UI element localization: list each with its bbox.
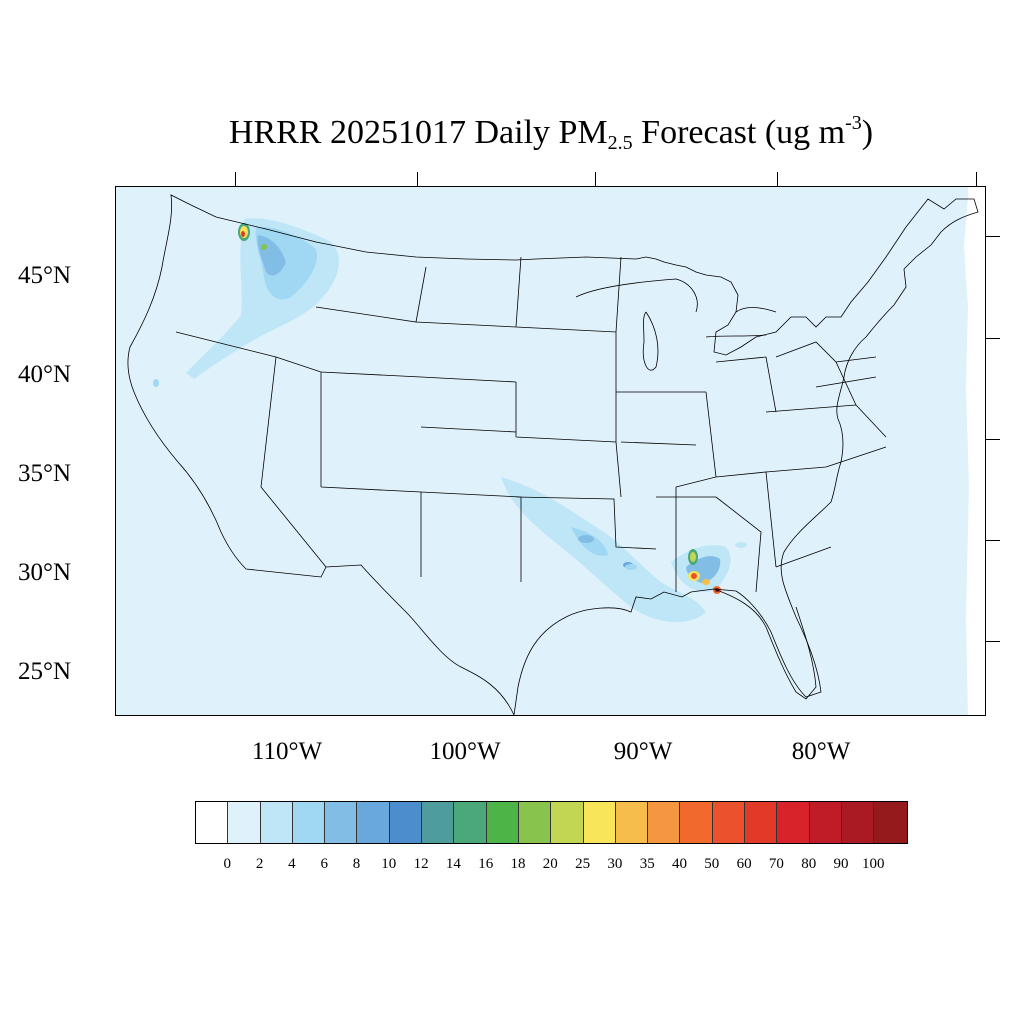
map-title: HRRR 20251017 Daily PM2.5 Forecast (ug m… (228, 112, 874, 154)
lat-label: 25°N (18, 658, 72, 685)
colorbar-box (777, 802, 810, 843)
colorbar-label: 10 (381, 856, 397, 872)
top-tick (976, 172, 977, 186)
colorbar-label: 14 (445, 856, 461, 872)
colorbar-box (841, 802, 875, 843)
right-tick (986, 540, 1000, 541)
colorbar-label: 16 (478, 856, 494, 872)
plume-minor (153, 379, 159, 387)
florida-coast (713, 588, 817, 700)
colorbar-box (809, 802, 842, 843)
colorbar-box (389, 802, 423, 843)
colorbar-label: 2 (255, 856, 264, 872)
colorbar-label: 8 (352, 856, 361, 872)
colorbar-box (648, 802, 681, 843)
colorbar-box (196, 802, 229, 843)
colorbar (195, 801, 908, 844)
colorbar-label: 6 (320, 856, 328, 872)
colorbar-label: 60 (736, 856, 752, 872)
colorbar-label: 12 (413, 856, 429, 872)
colorbar-box (712, 802, 746, 843)
right-tick (986, 439, 1000, 440)
lat-label: 40°N (18, 361, 72, 388)
plume-southeast (671, 542, 747, 594)
pm25-map (116, 187, 979, 715)
colorbar-box (745, 802, 778, 843)
plume-minor (625, 564, 637, 570)
lon-label: 110°W (251, 738, 323, 765)
colorbar-box (518, 802, 552, 843)
colorbar-box (680, 802, 713, 843)
colorbar-box (422, 802, 455, 843)
right-tick (986, 338, 1000, 339)
lon-label: 100°W (429, 738, 501, 765)
colorbar-label: 18 (510, 856, 526, 872)
colorbar-box (260, 802, 293, 843)
colorbar-label: 4 (288, 856, 296, 872)
colorbar-box (551, 802, 584, 843)
top-tick (595, 172, 596, 186)
lon-label: 80°W (791, 738, 851, 765)
forecast-domain (116, 187, 969, 715)
colorbar-label: 90 (833, 856, 849, 872)
lat-label: 35°N (18, 460, 72, 487)
right-tick (986, 236, 1000, 237)
colorbar-label: 20 (542, 856, 558, 872)
colorbar-label: 0 (223, 856, 232, 872)
state-borders (175, 256, 887, 593)
colorbar-box (615, 802, 649, 843)
colorbar-label: 100 (862, 856, 885, 872)
lat-label: 30°N (18, 559, 72, 586)
colorbar-label: 50 (704, 856, 720, 872)
colorbar-box (228, 802, 261, 843)
top-tick (777, 172, 778, 186)
top-tick (235, 172, 236, 186)
lat-label: 45°N (18, 262, 72, 289)
us-outline (127, 194, 979, 715)
colorbar-label: 40 (672, 856, 687, 872)
colorbar-box (292, 802, 326, 843)
map-panel (115, 186, 986, 716)
colorbar-box (486, 802, 519, 843)
right-tick (986, 641, 1000, 642)
colorbar-label: 30 (607, 856, 623, 872)
colorbar-box (454, 802, 487, 843)
colorbar-label: 70 (768, 856, 784, 872)
great-lakes (575, 278, 777, 371)
colorbar-box (874, 802, 907, 843)
plume-idaho-montana (186, 218, 339, 379)
colorbar-label: 35 (639, 856, 655, 872)
colorbar-label: 25 (575, 856, 591, 872)
colorbar-box (583, 802, 616, 843)
colorbar-label: 80 (801, 856, 817, 872)
top-tick (417, 172, 418, 186)
colorbar-box (325, 802, 358, 843)
colorbar-box (357, 802, 390, 843)
lon-label: 90°W (613, 738, 673, 765)
